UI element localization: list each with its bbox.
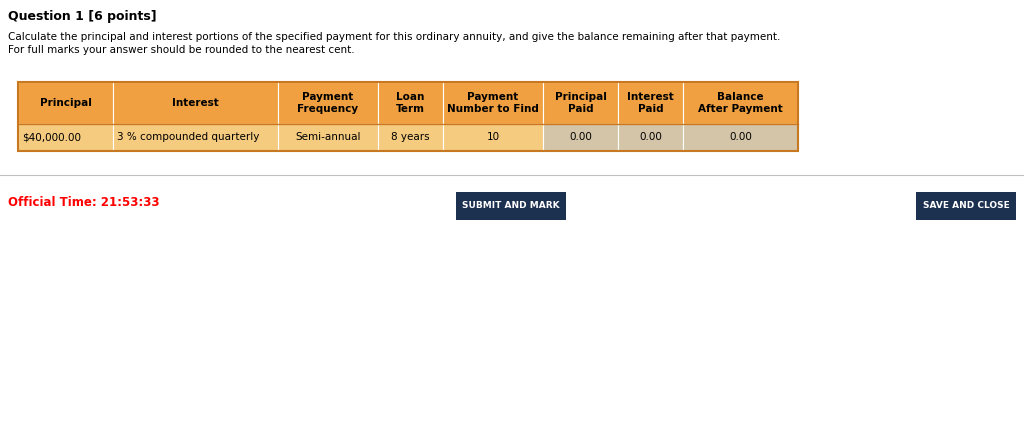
Text: $40,000.00: $40,000.00: [22, 133, 81, 143]
Text: Loan
Term: Loan Term: [396, 92, 425, 114]
Text: SUBMIT AND MARK: SUBMIT AND MARK: [462, 201, 560, 210]
Text: Payment
Number to Find: Payment Number to Find: [447, 92, 539, 114]
Text: Question 1 [6 points]: Question 1 [6 points]: [8, 10, 157, 23]
Text: Calculate the principal and interest portions of the specified payment for this : Calculate the principal and interest por…: [8, 32, 780, 42]
Text: Payment
Frequency: Payment Frequency: [297, 92, 358, 114]
Text: 3 % compounded quarterly: 3 % compounded quarterly: [117, 133, 259, 143]
Text: 0.00: 0.00: [639, 133, 662, 143]
Text: 0.00: 0.00: [569, 133, 592, 143]
Text: 10: 10: [486, 133, 500, 143]
Text: 0.00: 0.00: [729, 133, 752, 143]
Text: Semi-annual: Semi-annual: [295, 133, 360, 143]
Text: Balance
After Payment: Balance After Payment: [698, 92, 783, 114]
Text: Principal
Paid: Principal Paid: [555, 92, 606, 114]
Text: Official Time: 21:53:33: Official Time: 21:53:33: [8, 196, 160, 209]
Text: Principal: Principal: [40, 98, 91, 108]
Text: Interest
Paid: Interest Paid: [627, 92, 674, 114]
Text: 8 years: 8 years: [391, 133, 430, 143]
Text: Interest: Interest: [172, 98, 219, 108]
Text: SAVE AND CLOSE: SAVE AND CLOSE: [923, 201, 1010, 210]
Text: For full marks your answer should be rounded to the nearest cent.: For full marks your answer should be rou…: [8, 45, 354, 55]
